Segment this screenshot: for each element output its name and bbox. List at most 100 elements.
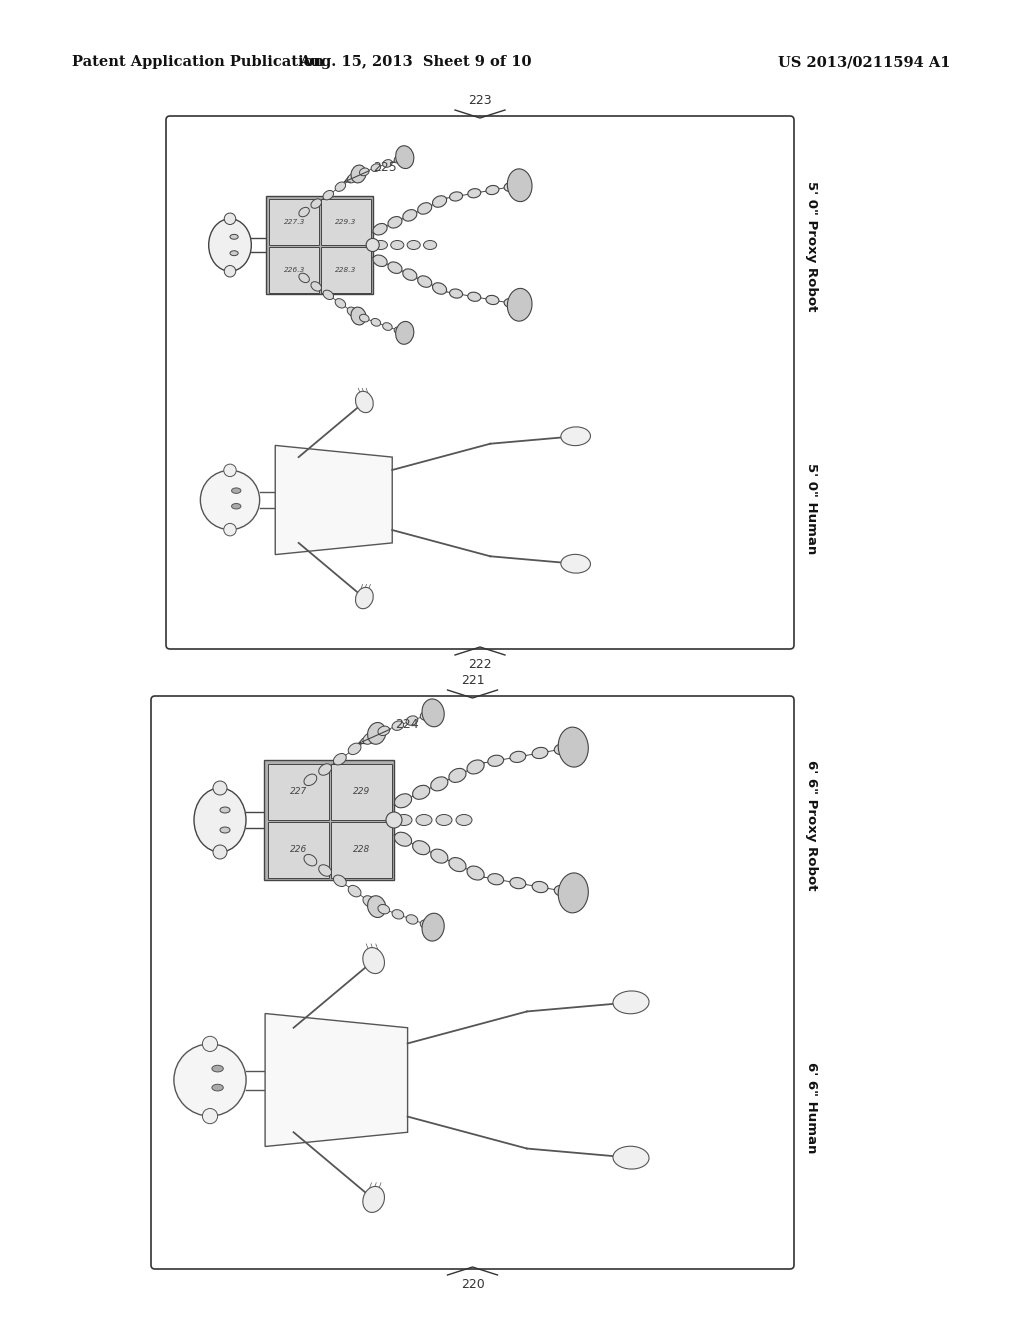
Ellipse shape <box>304 854 316 866</box>
Circle shape <box>201 470 260 529</box>
Ellipse shape <box>351 308 366 325</box>
Text: 6' 6" Human: 6' 6" Human <box>805 1061 818 1154</box>
Ellipse shape <box>554 886 570 896</box>
Ellipse shape <box>371 164 381 172</box>
Ellipse shape <box>347 308 357 317</box>
Ellipse shape <box>467 760 484 774</box>
Ellipse shape <box>436 814 452 825</box>
Ellipse shape <box>375 240 387 249</box>
Ellipse shape <box>395 145 414 169</box>
Ellipse shape <box>422 913 444 941</box>
Ellipse shape <box>402 269 417 280</box>
Ellipse shape <box>231 488 241 494</box>
Ellipse shape <box>347 173 357 183</box>
Text: US 2013/0211594 A1: US 2013/0211594 A1 <box>777 55 950 69</box>
Ellipse shape <box>413 841 430 854</box>
Circle shape <box>367 239 379 252</box>
Text: 221: 221 <box>461 675 484 686</box>
Ellipse shape <box>335 298 346 308</box>
Ellipse shape <box>504 298 517 308</box>
Ellipse shape <box>468 189 480 198</box>
Text: Aug. 15, 2013  Sheet 9 of 10: Aug. 15, 2013 Sheet 9 of 10 <box>299 55 531 69</box>
Ellipse shape <box>348 743 361 755</box>
Text: 226.3: 226.3 <box>284 267 305 273</box>
Text: 222: 222 <box>468 657 492 671</box>
Ellipse shape <box>231 503 241 510</box>
Ellipse shape <box>413 785 430 800</box>
Ellipse shape <box>383 160 392 168</box>
Text: 5' 0" Proxy Robot: 5' 0" Proxy Robot <box>805 181 818 312</box>
Polygon shape <box>265 1014 408 1147</box>
Ellipse shape <box>304 774 316 785</box>
Bar <box>268 822 329 878</box>
Bar <box>321 247 371 293</box>
Ellipse shape <box>450 289 463 298</box>
Ellipse shape <box>561 554 591 573</box>
Ellipse shape <box>299 207 309 216</box>
Ellipse shape <box>486 185 499 194</box>
Circle shape <box>386 812 402 828</box>
Ellipse shape <box>362 948 384 974</box>
Bar <box>269 247 319 293</box>
Ellipse shape <box>392 721 403 730</box>
Ellipse shape <box>532 882 548 892</box>
Bar <box>268 764 329 820</box>
Ellipse shape <box>449 768 466 783</box>
Circle shape <box>224 265 236 277</box>
Ellipse shape <box>394 327 403 334</box>
Ellipse shape <box>212 1065 223 1072</box>
Ellipse shape <box>418 276 432 288</box>
Ellipse shape <box>510 878 525 888</box>
Ellipse shape <box>554 743 570 755</box>
Circle shape <box>203 1036 218 1052</box>
Ellipse shape <box>371 318 381 326</box>
Ellipse shape <box>402 210 417 222</box>
Ellipse shape <box>394 793 412 808</box>
Circle shape <box>224 524 237 536</box>
Text: 228.3: 228.3 <box>335 267 356 273</box>
Ellipse shape <box>424 240 436 249</box>
Bar <box>331 822 392 878</box>
Ellipse shape <box>394 832 412 846</box>
Text: 225: 225 <box>374 161 397 174</box>
Ellipse shape <box>362 1187 384 1213</box>
Ellipse shape <box>507 169 532 202</box>
Text: 227.3: 227.3 <box>284 219 305 224</box>
Ellipse shape <box>362 733 376 744</box>
Text: 229.3: 229.3 <box>335 219 356 224</box>
Ellipse shape <box>362 896 376 907</box>
Ellipse shape <box>395 322 414 345</box>
Ellipse shape <box>368 722 386 744</box>
Ellipse shape <box>407 715 418 725</box>
Circle shape <box>213 781 227 795</box>
Ellipse shape <box>420 710 432 721</box>
Ellipse shape <box>311 199 322 209</box>
Bar <box>331 764 392 820</box>
Ellipse shape <box>318 865 332 876</box>
Ellipse shape <box>311 281 322 292</box>
Ellipse shape <box>431 777 447 791</box>
Ellipse shape <box>335 182 346 191</box>
Ellipse shape <box>383 322 392 330</box>
Ellipse shape <box>212 1084 223 1090</box>
Bar <box>321 199 371 246</box>
Ellipse shape <box>394 156 403 164</box>
Ellipse shape <box>558 727 589 767</box>
Ellipse shape <box>359 314 369 322</box>
Ellipse shape <box>373 255 387 267</box>
Ellipse shape <box>388 216 402 228</box>
Text: 6' 6" Proxy Robot: 6' 6" Proxy Robot <box>805 760 818 890</box>
Ellipse shape <box>456 814 472 825</box>
Ellipse shape <box>504 182 517 191</box>
Ellipse shape <box>486 296 499 305</box>
Ellipse shape <box>209 219 251 271</box>
Ellipse shape <box>613 991 649 1014</box>
Ellipse shape <box>323 190 334 199</box>
Ellipse shape <box>467 866 484 880</box>
Ellipse shape <box>378 726 389 735</box>
Bar <box>266 195 373 294</box>
Ellipse shape <box>418 203 432 214</box>
Ellipse shape <box>230 251 239 256</box>
Polygon shape <box>275 445 392 554</box>
Text: 229: 229 <box>353 788 370 796</box>
